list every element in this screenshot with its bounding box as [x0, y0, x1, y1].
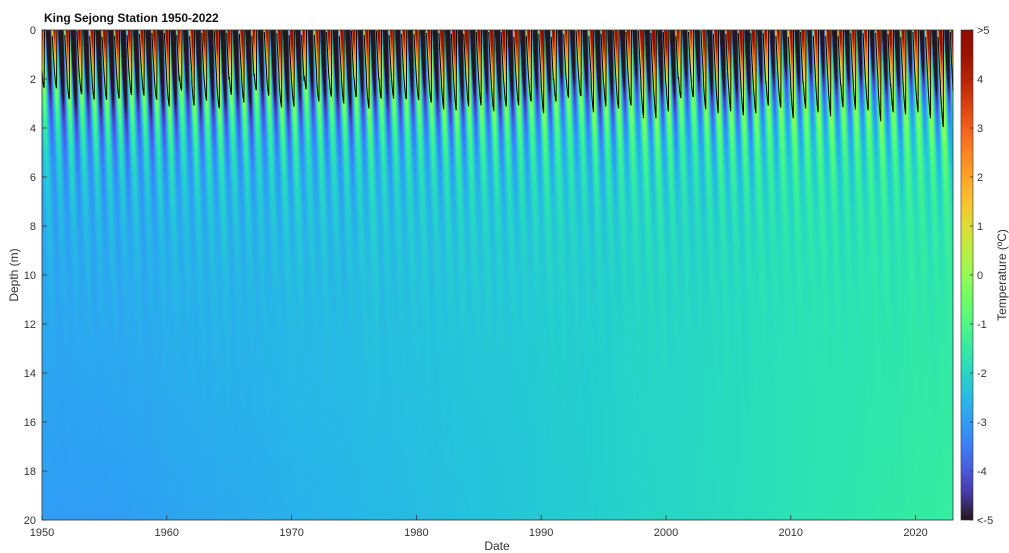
y-tick-label: 6 [30, 172, 36, 184]
x-tick-label: 1960 [155, 527, 179, 539]
thaw-depth-contour-line [41, 29, 954, 128]
x-tick-label: 2020 [903, 527, 927, 539]
y-tick-label: 2 [30, 74, 36, 86]
colorbar-tick-label: 1 [977, 221, 983, 233]
y-tick-label: 18 [24, 466, 36, 478]
y-tick-label: 8 [30, 221, 36, 233]
x-tick-label: 2010 [779, 527, 803, 539]
colorbar-tick-label: >5 [977, 25, 990, 37]
y-tick-label: 10 [24, 270, 36, 282]
colorbar-tick-label: <-5 [977, 515, 993, 527]
x-tick-label: 1990 [529, 527, 553, 539]
plot-area [41, 29, 954, 521]
colorbar-tick-label: 3 [977, 123, 983, 135]
y-tick-label: 16 [24, 417, 36, 429]
y-axis: 0 2 4 6 8 10 12 14 16 18 20 [24, 25, 47, 527]
colorbar-tick-label: 0 [977, 270, 983, 282]
colorbar-tick-label: 4 [977, 74, 983, 86]
x-axis: 1950 1960 1970 1980 1990 2000 2010 2020 [30, 515, 928, 539]
colorbar-tick-label: -4 [977, 466, 987, 478]
x-tick-label: 1980 [404, 527, 428, 539]
heatmap-image [42, 30, 953, 520]
x-axis-label: Date [484, 539, 510, 553]
colorbar-tick-label: -1 [977, 319, 987, 331]
colorbar: >5 4 3 2 1 0 -1 -2 -3 -4 <-5 Temperature (ºC) [960, 25, 1009, 527]
y-tick-label: 0 [30, 25, 36, 37]
colorbar-ticks: >5 4 3 2 1 0 -1 -2 -3 -4 <-5 [970, 25, 993, 527]
x-tick-label: 1950 [30, 527, 54, 539]
colorbar-tick-label: -2 [977, 368, 987, 380]
chart-title: King Sejong Station 1950-2022 [44, 11, 219, 25]
y-tick-label: 4 [30, 123, 36, 135]
y-tick-label: 14 [24, 368, 36, 380]
x-tick-label: 1970 [279, 527, 303, 539]
x-tick-label: 2000 [654, 527, 678, 539]
colorbar-tick-label: 2 [977, 172, 983, 184]
y-axis-label: Depth (m) [7, 248, 21, 301]
y-tick-label: 20 [24, 515, 36, 527]
colorbar-tick-label: -3 [977, 417, 987, 429]
y-tick-label: 12 [24, 319, 36, 331]
colorbar-label: Temperature (ºC) [995, 229, 1009, 321]
